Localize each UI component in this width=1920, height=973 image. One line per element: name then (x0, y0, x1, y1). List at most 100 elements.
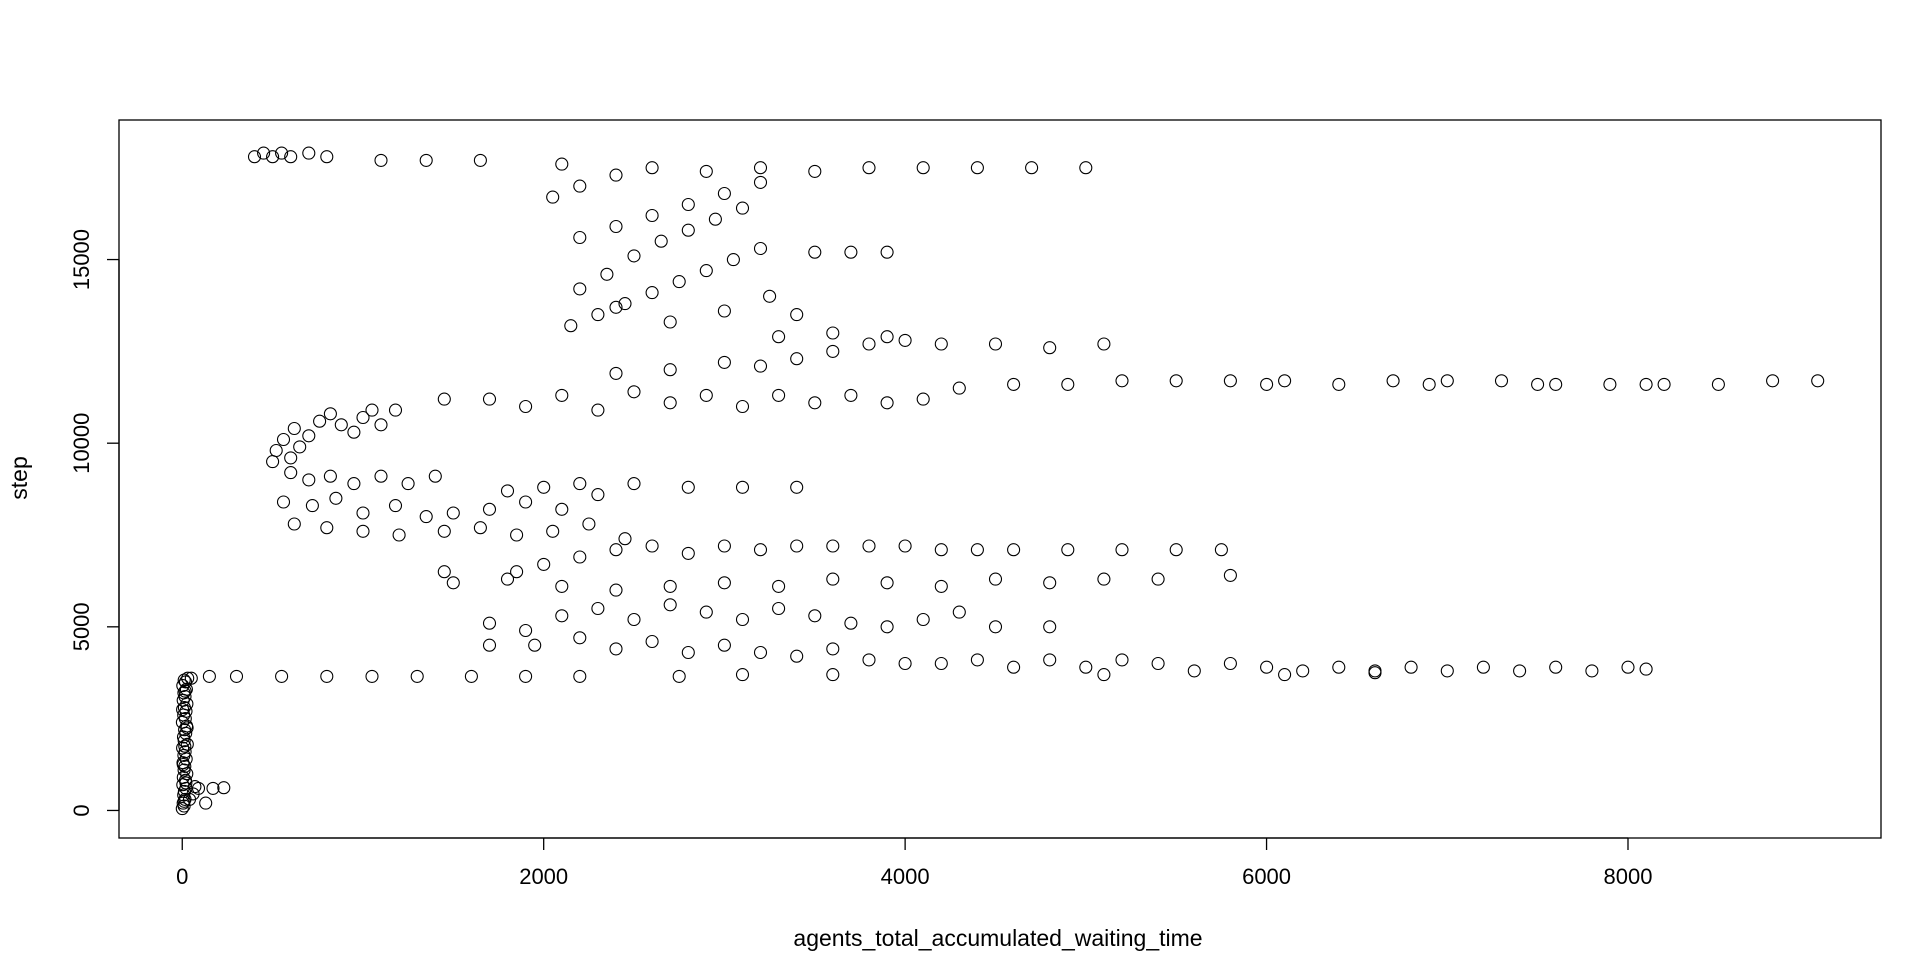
y-tick-label: 10000 (69, 413, 94, 474)
data-point (934, 543, 948, 557)
data-point (276, 432, 291, 447)
data-point (284, 466, 298, 480)
data-point (202, 669, 216, 683)
data-point (287, 421, 301, 436)
data-point (763, 289, 777, 303)
data-point (663, 396, 677, 410)
data-point (1223, 656, 1237, 671)
data-point (627, 385, 641, 399)
data-point (663, 363, 677, 377)
data-point (772, 601, 786, 616)
data-point (1278, 668, 1292, 682)
data-point (1368, 666, 1382, 680)
data-point (862, 161, 876, 175)
data-point (519, 495, 533, 509)
data-point (347, 477, 361, 491)
data-point (880, 396, 894, 410)
data-point (826, 572, 840, 586)
data-point (808, 164, 822, 178)
data-point (844, 388, 858, 402)
data-point (808, 245, 822, 259)
data-point (320, 521, 334, 535)
data-point (645, 634, 659, 649)
data-point (1422, 377, 1436, 391)
data-point (555, 609, 569, 623)
data-point (365, 669, 379, 683)
data-point (753, 645, 768, 660)
data-point (717, 638, 731, 652)
data-point (175, 802, 189, 816)
data-point (446, 506, 460, 520)
data-point (446, 576, 460, 590)
data-point (275, 669, 289, 683)
data-point (844, 245, 858, 259)
data-point (609, 642, 623, 656)
data-point (1043, 653, 1057, 667)
data-point (178, 739, 192, 753)
data-point (1260, 660, 1274, 674)
data-point (753, 543, 768, 557)
data-point (519, 399, 533, 414)
data-point (1223, 568, 1237, 582)
data-point (790, 480, 804, 494)
data-point (862, 539, 876, 553)
data-point (537, 557, 551, 571)
data-point (419, 153, 433, 167)
data-point (1115, 374, 1129, 388)
data-points (175, 146, 1825, 816)
data-point (269, 443, 283, 458)
y-axis-label: step (6, 456, 32, 499)
y-tick-label: 5000 (69, 602, 94, 651)
data-point (356, 410, 370, 425)
data-point (388, 499, 403, 513)
data-point (970, 653, 984, 667)
data-point (826, 668, 840, 682)
data-point (1079, 161, 1093, 175)
data-point (179, 682, 193, 696)
data-point (257, 146, 271, 160)
data-point (573, 550, 587, 564)
data-point (1043, 620, 1057, 634)
data-point (1151, 572, 1165, 586)
data-point (177, 686, 191, 700)
data-point (609, 300, 623, 314)
data-point (266, 150, 280, 164)
data-point (555, 502, 569, 516)
x-tick-label: 0 (176, 864, 188, 889)
data-point (681, 197, 695, 212)
data-point (305, 499, 319, 513)
data-point (609, 543, 623, 557)
data-point (1621, 660, 1635, 674)
data-point (323, 469, 337, 483)
data-point (392, 528, 406, 542)
data-point (410, 669, 424, 683)
y-axis: 0 5000 10000 15000 (69, 229, 120, 817)
data-point (645, 539, 659, 553)
data-point (772, 579, 786, 593)
data-point (898, 539, 912, 553)
data-point (916, 161, 930, 175)
data-point (1260, 377, 1274, 391)
data-point (437, 392, 451, 406)
data-point (1061, 377, 1075, 391)
data-point (1476, 660, 1490, 674)
data-point (988, 337, 1003, 351)
data-point (880, 576, 894, 590)
data-point (302, 429, 316, 443)
data-point (753, 241, 768, 256)
data-point (419, 510, 433, 524)
data-point (790, 539, 804, 553)
data-point (826, 326, 840, 340)
data-point (1097, 668, 1111, 682)
data-point (573, 230, 587, 245)
data-point (482, 502, 497, 516)
data-point (329, 491, 343, 505)
data-point (1657, 377, 1671, 391)
data-point (808, 396, 822, 410)
data-point (206, 781, 220, 795)
data-point (1115, 653, 1129, 667)
x-tick-label: 4000 (881, 864, 930, 889)
data-point (934, 337, 948, 351)
data-point (293, 440, 307, 454)
